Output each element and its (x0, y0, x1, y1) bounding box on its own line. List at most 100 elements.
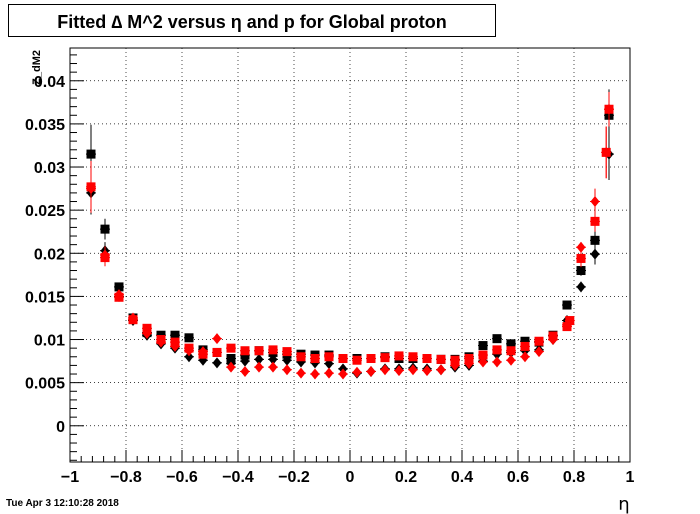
data-point-diamond (478, 356, 488, 368)
chart-title-box: Fitted ∆ M^2 versus η and p for Global p… (8, 4, 496, 37)
data-point-square (226, 343, 236, 353)
data-point-diamond (506, 354, 516, 366)
data-point-diamond (212, 333, 222, 345)
data-point-diamond (408, 364, 418, 376)
x-axis-label: η (618, 494, 629, 514)
y-tick-label: 0.01 (34, 333, 65, 350)
data-point-square (590, 216, 600, 226)
data-point-diamond (436, 364, 446, 376)
data-point-diamond (576, 281, 586, 293)
data-point-square (170, 330, 180, 340)
data-point-diamond (86, 183, 96, 195)
data-point-square (324, 352, 334, 362)
data-point-square (366, 354, 376, 363)
plot-frame (69, 47, 631, 463)
data-point-square (565, 316, 575, 326)
data-point-square (576, 266, 586, 276)
data-point-diamond (601, 146, 611, 158)
data-point-diamond (366, 365, 376, 377)
y-tick-label: 0.03 (34, 160, 65, 177)
data-point-diamond (254, 361, 264, 373)
data-point-diamond (352, 366, 362, 378)
data-point-square (506, 346, 516, 356)
axis-ticks (69, 54, 631, 462)
data-point-diamond (226, 361, 236, 373)
y-tick-label: 0.005 (25, 376, 65, 393)
data-point-square (380, 353, 390, 363)
data-point-square (240, 346, 250, 356)
y-tick-label: 0 (56, 419, 65, 436)
data-point-square (534, 336, 544, 346)
data-point-square (520, 341, 530, 351)
data-point-diamond (268, 353, 278, 365)
data-point-diamond (590, 248, 600, 260)
data-point-square (492, 334, 502, 344)
x-tick-label: 0.6 (507, 469, 529, 486)
y-tick-label: 0.025 (25, 203, 65, 220)
data-point-square (310, 354, 320, 363)
data-point-square (520, 336, 530, 346)
data-point-diamond (520, 351, 530, 363)
data-point-square (100, 224, 110, 234)
data-point-diamond (394, 365, 404, 377)
data-point-diamond (114, 289, 124, 301)
data-point-diamond (576, 241, 586, 253)
data-point-diamond (184, 345, 194, 357)
data-point-diamond (310, 368, 320, 380)
y-tick-label: 0.015 (25, 289, 65, 306)
data-point-diamond (282, 364, 292, 376)
data-point-square (478, 341, 488, 351)
data-point-square (282, 347, 292, 357)
data-point-diamond (268, 361, 278, 373)
data-point-diamond (156, 336, 166, 348)
data-point-diamond (128, 312, 138, 324)
x-tick-label: −0.8 (110, 469, 142, 486)
data-point-diamond (422, 365, 432, 377)
data-point-square (338, 354, 348, 363)
data-point-diamond (590, 196, 600, 208)
data-point-diamond (562, 319, 572, 331)
data-point-diamond (492, 356, 502, 368)
data-point-diamond (324, 367, 334, 379)
series-3 (86, 91, 614, 380)
data-point-diamond (282, 354, 292, 366)
x-tick-label: 1 (626, 469, 635, 486)
data-point-diamond (604, 103, 614, 115)
data-point-diamond (380, 364, 390, 376)
data-point-square (492, 345, 502, 355)
data-point-diamond (338, 368, 348, 380)
data-point-diamond (240, 355, 250, 367)
data-point-square (86, 149, 96, 159)
data-point-diamond (184, 351, 194, 363)
data-point-diamond (548, 334, 558, 346)
x-tick-label: −0.4 (222, 469, 254, 486)
data-point-diamond (450, 359, 460, 371)
data-point-square (576, 253, 586, 263)
data-point-diamond (212, 357, 222, 369)
x-tick-label: 0 (346, 469, 355, 486)
data-point-diamond (464, 358, 474, 370)
grid-lines (70, 48, 630, 462)
data-point-square (254, 346, 264, 356)
data-point-square (506, 339, 516, 349)
y-tick-label: 0.04 (34, 74, 65, 91)
data-point-diamond (198, 346, 208, 358)
data-point-square (114, 282, 124, 292)
data-point-diamond (142, 327, 152, 339)
x-tick-label: −0.2 (278, 469, 310, 486)
y-tick-label: 0.02 (34, 246, 65, 263)
data-point-diamond (100, 249, 110, 261)
data-point-square (268, 345, 278, 355)
data-point-square (422, 354, 432, 363)
x-tick-label: 0.2 (395, 469, 417, 486)
x-tick-label: −1 (61, 469, 79, 486)
y-tick-label: 0.035 (25, 117, 65, 134)
y-axis-label: Z_dM2 (31, 50, 43, 85)
data-point-square (352, 355, 362, 365)
timestamp: Tue Apr 3 12:10:28 2018 (6, 498, 119, 509)
chart-title: Fitted ∆ M^2 versus η and p for Global p… (57, 12, 447, 32)
data-point-square (296, 352, 306, 362)
data-point-square (590, 235, 600, 245)
data-point-square (394, 351, 404, 361)
